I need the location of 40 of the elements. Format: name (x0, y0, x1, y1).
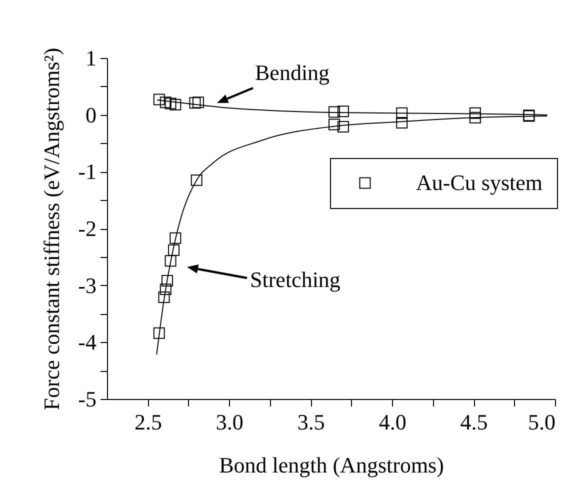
x-tick-label: 3.0 (216, 410, 244, 434)
x-tick-label: 4.5 (460, 410, 488, 434)
point (469, 107, 481, 119)
y-tick-label: 1 (86, 46, 96, 70)
y-tick-label: -3 (78, 272, 96, 298)
legend-label: Au-Cu system (416, 170, 542, 195)
point (469, 112, 481, 124)
point (170, 98, 182, 110)
point (328, 118, 340, 130)
point (153, 94, 165, 106)
point (162, 275, 174, 287)
y-tick-label: -1 (78, 159, 96, 184)
point (158, 292, 170, 304)
point (160, 96, 172, 108)
point (168, 244, 180, 256)
point (164, 98, 176, 110)
annotation: Bending (255, 60, 330, 85)
point (337, 121, 349, 133)
y-axis-title: Force constant stiffness (eV/Angstroms²) (39, 48, 64, 410)
y-tick-label: -5 (78, 386, 96, 412)
point (192, 96, 204, 108)
x-axis-title: Bond length (Angstroms) (219, 452, 444, 478)
point (190, 174, 202, 186)
y-tick-label: -2 (78, 216, 96, 241)
point (396, 107, 408, 119)
point (160, 284, 172, 296)
point (164, 255, 176, 267)
annotation: Stretching (250, 267, 340, 292)
point (170, 232, 182, 244)
y-tick-label: 0 (86, 102, 96, 128)
x-tick-label: 2.5 (134, 410, 162, 434)
x-tick-label: 3.5 (297, 410, 325, 434)
point (153, 327, 165, 339)
x-tick-label: 5.0 (528, 410, 556, 434)
y-tick-label: -4 (78, 330, 96, 355)
x-tick-label: 4.0 (378, 410, 406, 434)
point (396, 117, 408, 129)
point (337, 106, 349, 118)
point (328, 106, 340, 118)
point (189, 97, 201, 109)
